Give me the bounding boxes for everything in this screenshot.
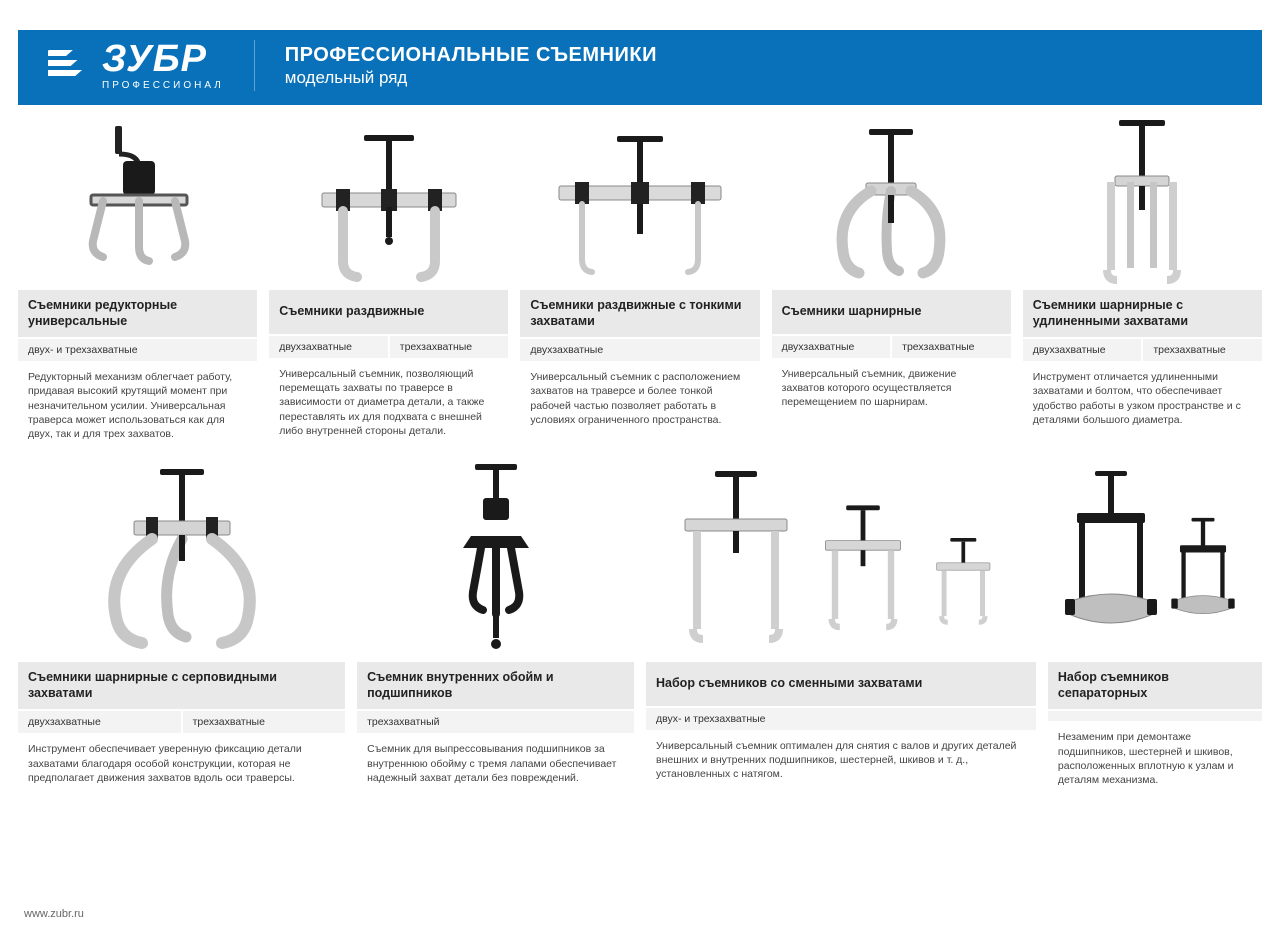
product-card: Съемники раздвижные двухзахватные трехза… — [263, 109, 514, 447]
product-title: Съемники шарнирные — [782, 304, 922, 320]
brand-logo: ЗУБР ПРОФЕССИОНАЛ — [48, 40, 255, 91]
product-card: Съемник внутренних обойм и подшипников т… — [351, 451, 640, 793]
product-image — [357, 457, 634, 662]
product-title: Съемники шарнирные с удлиненными захвата… — [1033, 298, 1252, 329]
product-tag: трехзахватные — [892, 336, 1011, 358]
product-title: Набор съемников сепараторных — [1058, 670, 1252, 701]
product-card: Съемники шарнирные двухзахватные трехзах… — [766, 109, 1017, 447]
product-desc: Инструмент обеспечивает уверенную фиксац… — [18, 733, 345, 785]
catalog-header: ЗУБР ПРОФЕССИОНАЛ ПРОФЕССИОНАЛЬНЫЕ СЪЕМН… — [18, 30, 1262, 105]
brand-name: ЗУБР — [102, 40, 224, 78]
product-tag: двух- и трехзахватные — [646, 708, 1036, 730]
product-card: Съемники раздвижные с тонкими захватами … — [514, 109, 765, 447]
product-image — [18, 115, 257, 290]
product-title: Съемники раздвижные с тонкими захватами — [530, 298, 749, 329]
product-card: Набор съемников со сменными захватами дв… — [640, 451, 1042, 793]
product-tag: трехзахватные — [1143, 339, 1262, 361]
product-image — [772, 115, 1011, 290]
product-desc: Съемник для выпрессовывания подшипников … — [357, 733, 634, 785]
footer-url: www.zubr.ru — [24, 908, 84, 920]
brand-subline: ПРОФЕССИОНАЛ — [102, 80, 224, 91]
product-row-2: Съемники шарнирные с серповидными захват… — [0, 447, 1280, 793]
product-card: Съемники шарнирные с удлиненными захвата… — [1017, 109, 1268, 447]
brand-icon — [48, 42, 90, 89]
product-desc: Универсальный съемник, движение захватов… — [772, 358, 1011, 410]
product-image — [269, 115, 508, 290]
product-tag: двухзахватные — [269, 336, 388, 358]
product-desc: Универсальный съемник, позволяющий перем… — [269, 358, 508, 438]
product-title: Съемники редукторные универсальные — [28, 298, 247, 329]
product-image — [18, 457, 345, 662]
product-card: Набор съемников сепараторных Незаменим п… — [1042, 451, 1268, 793]
product-tag: двухзахватные — [520, 339, 759, 361]
product-desc: Редукторный механизм облегчает работу, п… — [18, 361, 257, 441]
product-image — [1023, 115, 1262, 290]
product-tag: двухзахватные — [18, 711, 181, 733]
product-tag: двухзахватные — [1023, 339, 1142, 361]
product-card: Съемники шарнирные с серповидными захват… — [12, 451, 351, 793]
product-tag: двух- и трехзахватные — [18, 339, 257, 361]
catalog-title: ПРОФЕССИОНАЛЬНЫЕ СЪЕМНИКИ — [285, 44, 657, 67]
product-desc: Универсальный съемник с расположением за… — [520, 361, 759, 427]
product-title: Съемники раздвижные — [279, 304, 424, 320]
product-desc: Незаменим при демонтаже подшипников, шес… — [1048, 721, 1262, 787]
product-tag — [1048, 711, 1262, 721]
product-desc: Инструмент отличается удлиненными захват… — [1023, 361, 1262, 427]
product-image — [520, 115, 759, 290]
catalog-subtitle: модельный ряд — [285, 68, 657, 88]
product-tag: двухзахватные — [772, 336, 891, 358]
product-title: Съемник внутренних обойм и подшипников — [367, 670, 624, 701]
product-tag: трехзахватный — [357, 711, 634, 733]
product-title: Набор съемников со сменными захватами — [656, 676, 922, 692]
product-image — [646, 457, 1036, 662]
product-tag: трехзахватные — [390, 336, 509, 358]
product-desc: Универсальный съемник оптимален для снят… — [646, 730, 1036, 782]
product-card: Съемники редукторные универсальные двух-… — [12, 109, 263, 447]
product-tag: трехзахватные — [183, 711, 346, 733]
product-title: Съемники шарнирные с серповидными захват… — [28, 670, 335, 701]
product-image — [1048, 457, 1262, 662]
product-row-1: Съемники редукторные универсальные двух-… — [0, 105, 1280, 447]
